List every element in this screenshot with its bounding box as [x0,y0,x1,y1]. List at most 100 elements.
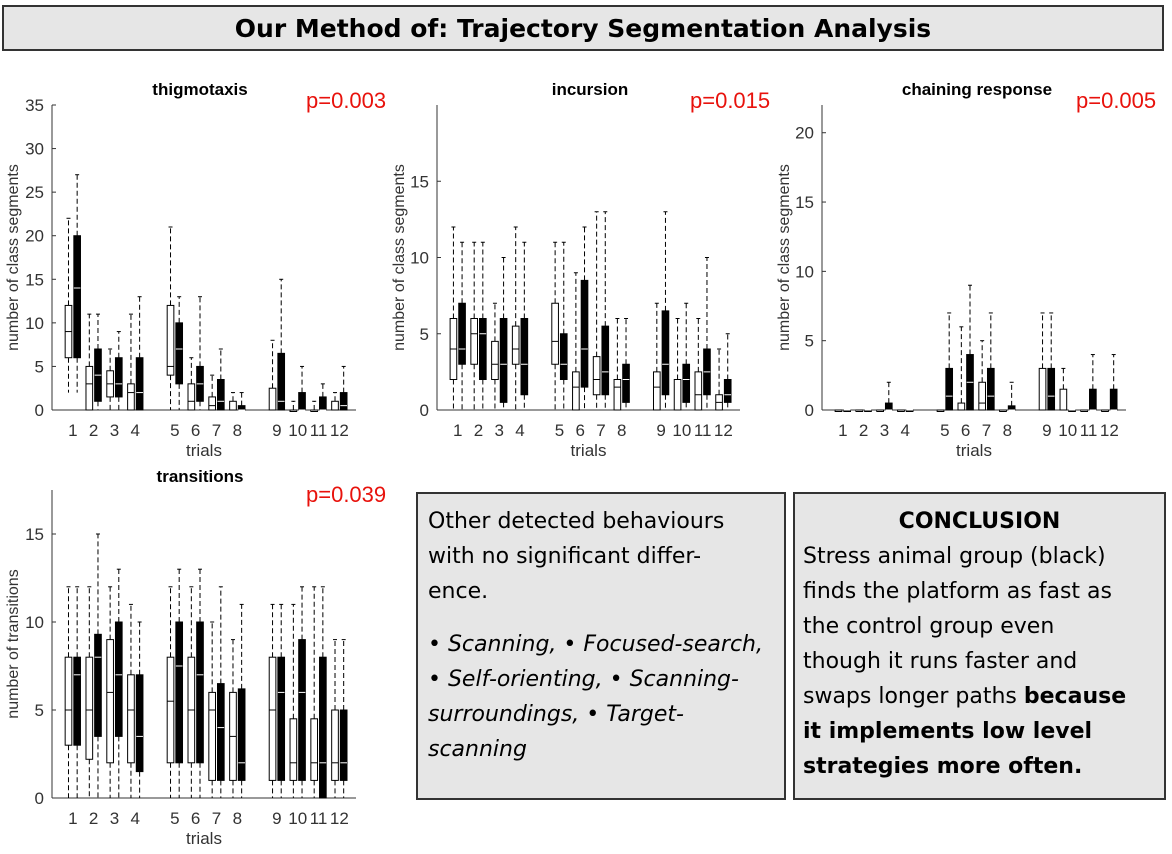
other-item-line-1: • Scanning, • Focused-search, [428,632,763,657]
y-tick-label: 15 [25,270,44,289]
box-control [289,718,298,781]
x-tick-label: 12 [330,421,349,440]
x-tick-label: 1 [68,809,77,828]
y-tick-label: 0 [35,789,44,808]
x-tick-label: 3 [495,421,504,440]
box-control [511,325,520,365]
box-stress [94,633,102,737]
chart-title: incursion [552,80,629,99]
box-control [187,383,196,411]
box-stress [601,325,610,396]
box-stress [237,688,246,781]
box-control [166,304,175,376]
x-axis-label: trials [571,441,607,460]
y-tick-label: 15 [795,193,814,212]
box-stress [339,709,348,781]
conclusion-bold-1: because [1023,684,1127,709]
x-tick-label: 12 [330,809,349,828]
pvalue-incursion: p=0.015 [690,88,771,113]
box-stress [298,639,306,781]
box-stress [319,656,327,799]
x-tick-label: 12 [1100,421,1119,440]
y-tick-label: 30 [25,140,44,159]
x-tick-label: 12 [714,421,733,440]
x-tick-label: 9 [656,421,665,440]
x-tick-label: 9 [1042,421,1051,440]
box-stress [175,621,184,764]
box-stress [479,318,487,380]
x-tick-label: 6 [191,809,200,828]
x-axis-label: trials [956,441,992,460]
x-tick-label: 3 [110,809,119,828]
box-control [491,340,499,380]
other-item-line-3: surroundings, • Target- [428,702,684,727]
box-control [470,318,479,365]
x-tick-label: 2 [89,421,98,440]
x-tick-label: 4 [901,421,910,440]
box-stress [196,621,204,764]
box-stress [1089,388,1097,411]
box-stress [135,357,144,411]
box-stress [1007,405,1016,411]
conclusion-line-2: finds the platform as fast as [803,579,1112,604]
x-tick-label: 7 [596,421,605,440]
box-control [1059,388,1068,411]
x-tick-label: 4 [131,809,140,828]
box-stress [580,279,589,388]
other-behaviours-panel: Other detected behaviours with no signif… [416,492,786,800]
x-tick-label: 3 [880,421,889,440]
x-tick-label: 1 [453,421,462,440]
box-stress [175,322,184,385]
box-stress [682,363,691,403]
x-tick-label: 7 [982,421,991,440]
y-tick-label: 15 [25,525,44,544]
box-stress [339,392,348,411]
other-line-2: with no significant differ- [428,544,702,569]
conclusion-line-5: swaps longer paths [803,684,1024,709]
chart-title: chaining response [902,80,1052,99]
x-axis-label: trials [186,441,222,460]
box-stress [1047,367,1056,411]
box-stress [884,402,893,411]
box-stress [1109,388,1118,411]
x-tick-label: 2 [859,421,868,440]
other-line-1: Other detected behaviours [428,509,725,534]
x-tick-label: 11 [310,809,328,828]
x-tick-label: 6 [961,421,970,440]
y-axis-label: number of class segments [776,164,793,351]
box-control [1038,367,1047,411]
y-tick-label: 20 [25,227,44,246]
box-stress [216,683,225,781]
x-tick-label: 2 [89,809,98,828]
box-control [229,400,237,411]
chart-title: transitions [157,467,244,486]
box-control [694,371,703,411]
box-control [331,709,339,781]
other-item-line-2: • Self-orienting, • Scanning- [428,667,739,692]
box-stress [520,318,529,396]
box-stress [986,367,995,411]
x-tick-label: 8 [1003,421,1012,440]
y-tick-label: 0 [420,401,429,420]
box-stress [458,302,466,365]
y-tick-label: 10 [25,314,44,333]
box-stress [277,352,286,411]
box-stress [723,379,732,403]
other-item-line-4: scanning [428,737,527,762]
box-stress [114,621,123,737]
page-title: Our Method of: Trajectory Segmentation A… [2,5,1164,51]
box-control [64,656,73,746]
x-tick-label: 9 [272,809,281,828]
box-control [127,383,135,411]
pvalue-chaining: p=0.005 [1076,88,1157,113]
x-tick-label: 10 [672,421,691,440]
conclusion-line-3: the control group even [803,614,1055,639]
y-tick-label: 25 [25,183,44,202]
box-control [127,674,135,764]
box-stress [499,318,508,403]
x-tick-label: 3 [110,421,119,440]
x-tick-label: 9 [272,421,281,440]
